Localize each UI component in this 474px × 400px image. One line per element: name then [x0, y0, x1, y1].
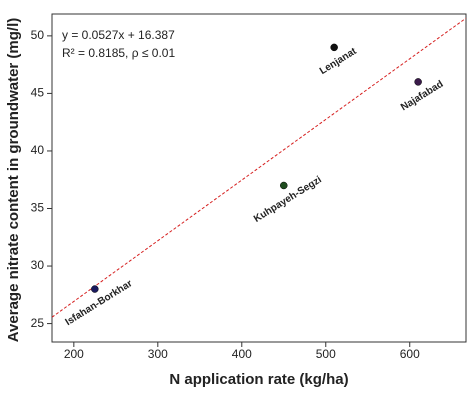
point — [414, 78, 422, 86]
y-axis-title: Average nitrate content in groundwater (… — [5, 18, 22, 342]
y-tick-label: 30 — [31, 258, 45, 272]
point — [91, 285, 99, 293]
plot-frame — [51, 13, 467, 343]
x-tick-label: 400 — [232, 347, 252, 361]
y-tick-label: 40 — [31, 143, 45, 157]
y-tick-label: 50 — [31, 28, 45, 42]
x-axis-title: N application rate (kg/ha) — [169, 371, 348, 388]
point — [280, 181, 288, 190]
point-label: Kuhpayeh-Segzi — [252, 174, 324, 225]
trend-line — [52, 17, 466, 318]
trend-equation: y = 0.0527x + 16.387 — [62, 28, 175, 42]
point — [330, 43, 338, 52]
point-label: Najafabad — [399, 79, 445, 114]
x-tick-label: 300 — [148, 347, 168, 361]
x-tick-label: 200 — [64, 347, 84, 361]
trend-stats: R² = 0.8185, ρ ≤ 0.01 — [62, 46, 175, 60]
y-tick-label: 25 — [31, 316, 45, 330]
x-tick-label: 600 — [400, 347, 420, 361]
x-tick-label: 500 — [316, 347, 336, 361]
point-label: Lenjanat — [318, 46, 359, 77]
y-tick-label: 35 — [31, 201, 45, 215]
point-label: Isfahan-Borkhar — [63, 278, 134, 328]
y-tick-label: 45 — [31, 86, 45, 100]
